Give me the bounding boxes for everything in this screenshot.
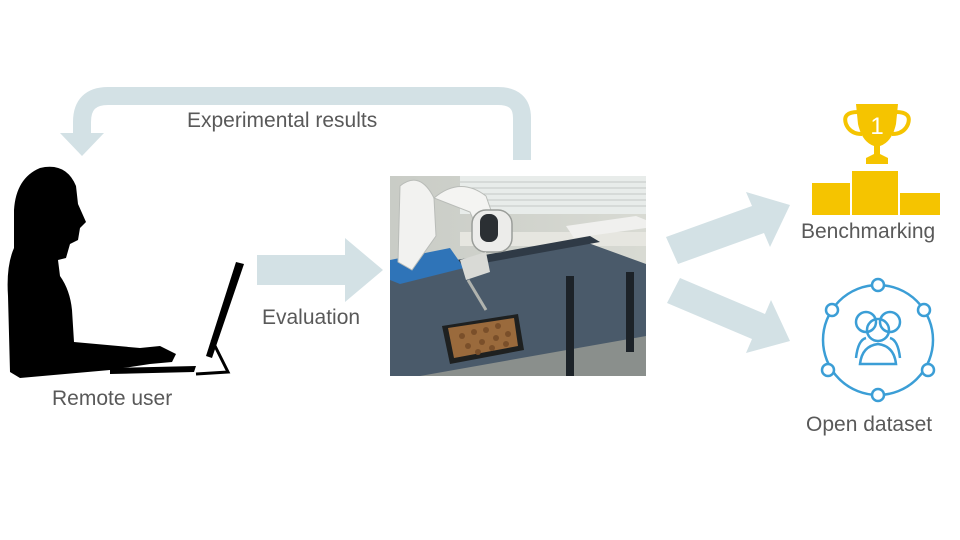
network-node [916, 302, 932, 318]
network-node [824, 302, 840, 318]
dataset-arrow [667, 278, 790, 353]
feedback-arrowhead [60, 133, 104, 156]
trophy-number: 1 [870, 113, 883, 140]
feedback-arrow [73, 87, 531, 160]
podium-right [900, 193, 940, 215]
network-node [820, 362, 836, 378]
dataset-label: Open dataset [806, 413, 933, 436]
network-node [870, 387, 886, 403]
robot-scene [390, 176, 646, 376]
keyboard [110, 366, 196, 374]
user-label: Remote user [52, 387, 173, 410]
user-silhouette [7, 166, 176, 378]
robot-photo [390, 176, 646, 376]
podium-left [812, 183, 850, 215]
trophy-handles [843, 110, 911, 136]
feedback-label: Experimental results [187, 109, 378, 132]
network-node [870, 277, 886, 293]
network-node [920, 362, 936, 378]
monitor-stand [195, 339, 231, 376]
monitor [206, 262, 244, 358]
evaluation-arrow [257, 238, 383, 302]
podium-center [852, 171, 898, 215]
evaluation-label: Evaluation [262, 306, 361, 329]
trophy-cup [856, 104, 898, 164]
benchmark-label: Benchmarking [801, 220, 936, 243]
benchmark-arrow [666, 192, 790, 264]
